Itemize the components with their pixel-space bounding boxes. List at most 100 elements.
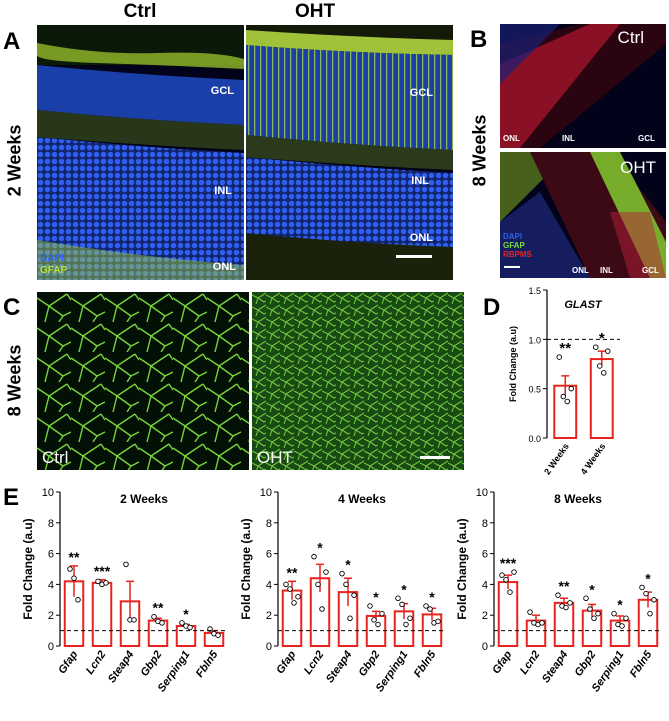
y-tick-label: 2 <box>482 610 488 622</box>
data-point <box>611 610 617 617</box>
panel-a-legend-gfap: GFAP <box>40 265 68 276</box>
y-tick-label: 10 <box>260 487 272 499</box>
panel-c-row-label: 8 Weeks <box>4 344 25 417</box>
panel-b-oht-inl: INL <box>600 266 613 275</box>
data-point <box>560 393 567 400</box>
data-point <box>643 590 649 597</box>
panel-b-legend-gfap: GFAP <box>503 241 525 250</box>
y-tick-label: 8 <box>266 518 272 530</box>
y-tick-label: 0 <box>482 641 488 653</box>
y-tick-label: 10 <box>476 487 488 499</box>
data-point <box>647 610 653 617</box>
data-point <box>595 610 601 617</box>
significance-Gbp2: * <box>589 581 595 597</box>
data-point <box>539 620 545 626</box>
chart-title: GLAST <box>564 299 603 311</box>
panel-b-ctrl-gcl: GCL <box>638 134 655 143</box>
significance-Gfap: *** <box>500 555 517 571</box>
panel-a-ctrl-label: Ctrl <box>123 1 157 22</box>
y-tick-label: 6 <box>266 549 272 561</box>
significance-2 Weeks: ** <box>559 340 571 357</box>
data-point <box>587 606 593 612</box>
panel-b-oht-onl: ONL <box>572 266 589 275</box>
y-tick-label: 2 <box>266 610 272 622</box>
panel-c-letter: C <box>3 294 21 321</box>
significance-Serping1: * <box>183 606 189 622</box>
data-point <box>215 632 221 638</box>
significance-Gfap: ** <box>69 549 80 565</box>
data-point <box>503 577 509 583</box>
significance-Serping1: * <box>617 597 623 613</box>
scale-bar <box>420 456 450 459</box>
data-point <box>567 600 573 606</box>
panel-a-oht-image: GCL INL ONL <box>246 25 453 280</box>
panel-a-letter: A <box>3 28 21 55</box>
panel-b-letter: B <box>470 26 488 53</box>
data-point <box>283 581 289 588</box>
data-point <box>499 572 505 578</box>
panel-a-ctrl-inl: INL <box>214 185 232 197</box>
x-tick-label-Gfap: Gfap <box>56 649 80 677</box>
data-point <box>427 606 433 612</box>
data-point <box>619 623 625 629</box>
data-point <box>563 604 569 611</box>
y-tick-label: 4 <box>482 579 488 591</box>
panel-c-oht-image: OHT <box>252 292 464 470</box>
x-tick-label-Gbp2: Gbp2 <box>138 649 164 679</box>
retina-section-ctrl-art <box>37 25 244 280</box>
panel-c-ctrl-label: Ctrl <box>42 448 69 467</box>
x-tick-label-Gfap: Gfap <box>490 649 514 677</box>
significance-Gbp2: ** <box>153 600 164 616</box>
panel-b-row-label: 8 Weeks <box>469 114 490 187</box>
bar-Serping1 <box>175 624 197 647</box>
retina-ctrl-rbpms-art <box>500 24 666 148</box>
data-point <box>435 618 441 625</box>
panel-a-ctrl-gcl: GCL <box>210 85 234 97</box>
data-point <box>511 569 517 575</box>
data-point <box>367 603 373 609</box>
panel-b-ctrl-inl: INL <box>562 134 575 143</box>
y-tick-label: 2 <box>48 610 54 622</box>
data-point <box>527 609 533 615</box>
data-point <box>556 354 563 360</box>
panel-a-ctrl-image: GCL INL ONL DAPI GFAP <box>37 25 244 280</box>
significance-Gfap: ** <box>287 564 298 580</box>
x-tick-label-Lcn2: Lcn2 <box>84 649 109 677</box>
chart-title: 2 Weeks <box>120 492 168 506</box>
y-axis-label: Fold Change (a.u) <box>239 518 253 619</box>
panel-b-legend-rbpms: RBPMS <box>503 250 532 259</box>
y-axis-label: Fold Change (a.u) <box>508 326 518 402</box>
panel-b-ctrl-label: Ctrl <box>617 28 644 47</box>
data-point <box>75 597 81 603</box>
x-tick-label-Gfap: Gfap <box>274 649 298 677</box>
significance-4 Weeks: * <box>599 330 605 347</box>
chart-glast: GLAST 0.0 0.5 1.0 1.5 Fold Change (a.u) ** 2 We… <box>508 286 620 477</box>
bar-Lcn2 <box>91 581 113 647</box>
data-point <box>564 398 571 405</box>
scale-bar <box>396 255 432 258</box>
x-tick-label-Steap4: Steap4 <box>106 649 137 685</box>
data-point <box>151 613 157 620</box>
x-tick-label-2 Weeks: 2 Weeks <box>542 441 571 476</box>
x-tick-label-Gbp2: Gbp2 <box>356 649 382 679</box>
data-point <box>399 601 405 608</box>
data-point <box>159 620 165 626</box>
panel-b-ctrl-image: Ctrl ONL INL GCL <box>500 24 666 148</box>
data-point <box>591 615 597 622</box>
data-point <box>339 570 345 577</box>
data-point <box>423 603 429 609</box>
x-tick-label-4 Weeks: 4 Weeks <box>579 441 608 476</box>
scale-bar <box>504 266 520 268</box>
data-point <box>639 584 645 591</box>
data-point <box>604 348 611 354</box>
data-point <box>131 617 137 623</box>
data-point <box>600 370 607 376</box>
x-tick-label-Fbln5: Fbln5 <box>628 648 655 680</box>
x-tick-label-Fbln5: Fbln5 <box>412 648 439 680</box>
data-point <box>187 624 193 631</box>
significance-Fbln5: * <box>429 589 435 605</box>
y-tick-label: 8 <box>482 518 488 530</box>
panel-d-letter: D <box>483 294 501 321</box>
y-tick-label: 6 <box>482 549 488 561</box>
